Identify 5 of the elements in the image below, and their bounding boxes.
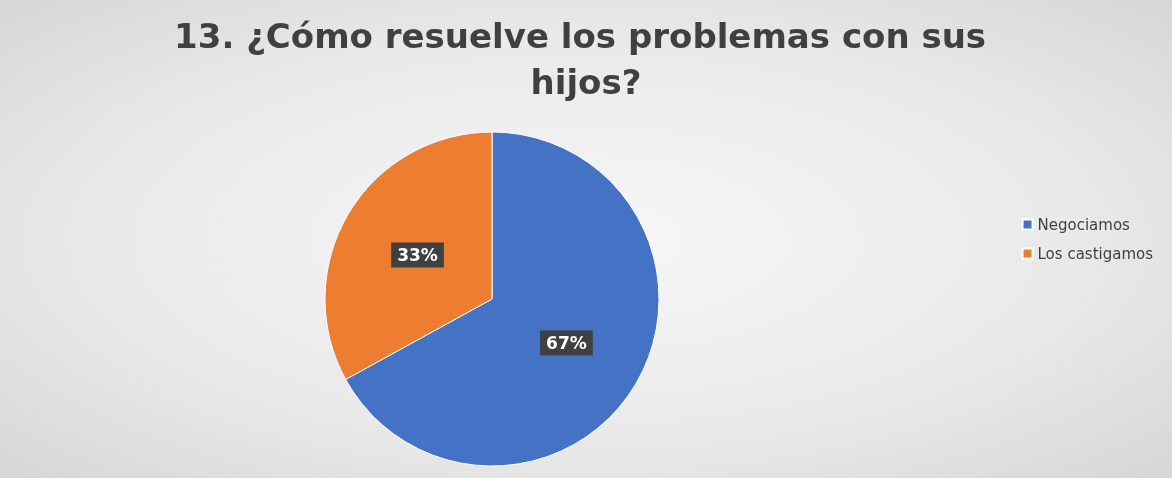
chart-title: 13. ¿Cómo resuelve los problemas con sus hijos? xyxy=(174,16,998,102)
legend-label: Negociamos xyxy=(1037,215,1131,234)
data-label: 67% xyxy=(546,333,587,354)
data-label: 33% xyxy=(397,244,438,265)
legend-label: Los castigamos xyxy=(1037,244,1154,263)
